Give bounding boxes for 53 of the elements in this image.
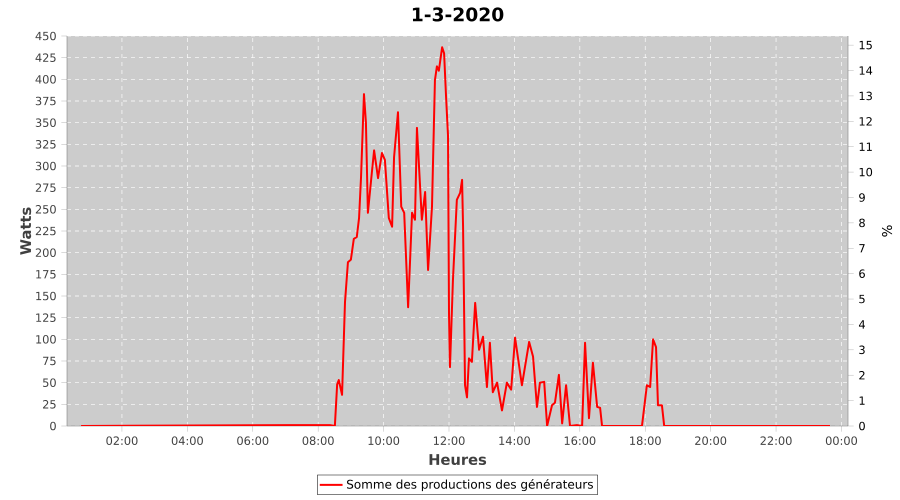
y-tick-label: 300 [36,162,56,170]
y-tick-label: 400 [36,75,56,84]
y2-tick-label: 10 [860,168,872,176]
y2-tick-label: 15 [860,40,872,50]
y-tick-label: 250 [36,205,56,214]
y2-tick-label: 9 [859,193,865,202]
y2-axis-title: % [882,225,892,237]
y-tick-label: 225 [36,226,56,236]
y-tick-label: 25 [43,400,56,409]
y-tick-label: 125 [36,313,56,322]
y2-tick-label: 1 [860,396,865,405]
y2-tick-label: 6 [859,269,865,278]
y2-tick-label: 11 [860,142,872,151]
y2-tick-label: 8 [859,218,865,228]
y-tick-label: 275 [36,183,56,192]
x-tick-label: 04:00 [172,436,203,445]
y-axis-title: Watts [20,208,32,255]
y2-tick-label: 2 [859,371,865,380]
y-tick-label: 75 [43,356,56,366]
x-tick-label: 10:00 [368,436,400,445]
y-tick-label: 325 [36,140,56,149]
y-tick-label: 375 [36,96,56,106]
y2-tick-label: 14 [860,66,872,75]
x-tick-label: 06:00 [237,436,268,445]
chart-title: 1-3-2020 [412,7,504,22]
y-tick-label: 150 [36,292,56,300]
y-tick-label: 0 [50,422,56,430]
y2-tick-label: 13 [860,92,872,100]
x-tick-label: 14:00 [499,436,530,445]
x-tick-label: 20:00 [695,436,726,445]
y2-tick-label: 12 [860,117,872,126]
y2-tick-label: 0 [859,422,865,430]
y-tick-label: 450 [36,32,56,40]
x-tick-label: 16:00 [564,436,596,445]
y2-tick-label: 3 [859,346,865,354]
y2-tick-label: 5 [859,294,865,304]
line-series [80,46,832,426]
legend-label: Somme des productions des générateurs [347,479,593,492]
x-tick-label: 00:00 [826,436,858,445]
y-tick-label: 425 [36,53,56,62]
y-tick-label: 350 [36,118,56,127]
y-tick-label: 100 [36,335,56,344]
y2-tick-label: 4 [858,320,865,329]
y-tick-label: 200 [36,248,56,257]
x-tick-label: 18:00 [630,436,661,445]
y-tick-label: 175 [36,270,56,279]
y-tick-label: 50 [43,378,56,387]
x-tick-label: 22:00 [760,436,792,445]
x-tick-label: 02:00 [106,436,138,445]
x-tick-label: 12:00 [434,436,465,445]
x-tick-label: 08:00 [302,436,334,445]
x-axis-title: Heures [430,454,486,466]
y2-tick-label: 7 [859,244,865,252]
